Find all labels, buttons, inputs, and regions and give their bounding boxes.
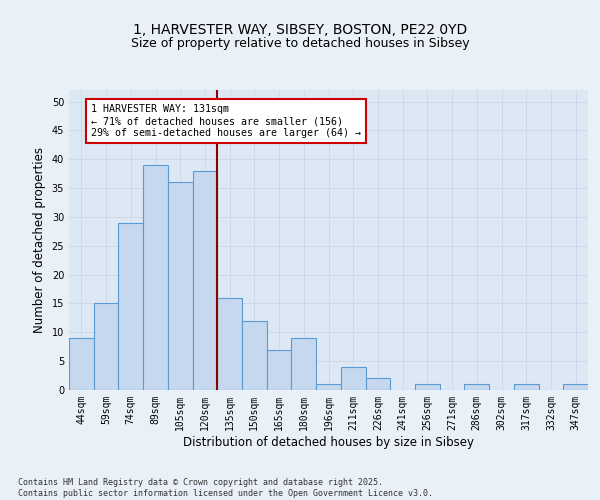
- Bar: [69, 338, 94, 390]
- Bar: [514, 384, 539, 390]
- Bar: [292, 338, 316, 390]
- X-axis label: Distribution of detached houses by size in Sibsey: Distribution of detached houses by size …: [183, 436, 474, 448]
- Bar: [563, 384, 588, 390]
- Bar: [464, 384, 489, 390]
- Text: Contains HM Land Registry data © Crown copyright and database right 2025.
Contai: Contains HM Land Registry data © Crown c…: [18, 478, 433, 498]
- Text: Size of property relative to detached houses in Sibsey: Size of property relative to detached ho…: [131, 38, 469, 51]
- Bar: [168, 182, 193, 390]
- Bar: [242, 321, 267, 390]
- Bar: [217, 298, 242, 390]
- Bar: [365, 378, 390, 390]
- Bar: [193, 171, 217, 390]
- Text: 1 HARVESTER WAY: 131sqm
← 71% of detached houses are smaller (156)
29% of semi-d: 1 HARVESTER WAY: 131sqm ← 71% of detache…: [91, 104, 361, 138]
- Bar: [94, 304, 118, 390]
- Bar: [415, 384, 440, 390]
- Bar: [316, 384, 341, 390]
- Bar: [118, 222, 143, 390]
- Bar: [143, 165, 168, 390]
- Text: 1, HARVESTER WAY, SIBSEY, BOSTON, PE22 0YD: 1, HARVESTER WAY, SIBSEY, BOSTON, PE22 0…: [133, 22, 467, 36]
- Bar: [267, 350, 292, 390]
- Bar: [341, 367, 365, 390]
- Y-axis label: Number of detached properties: Number of detached properties: [33, 147, 46, 333]
